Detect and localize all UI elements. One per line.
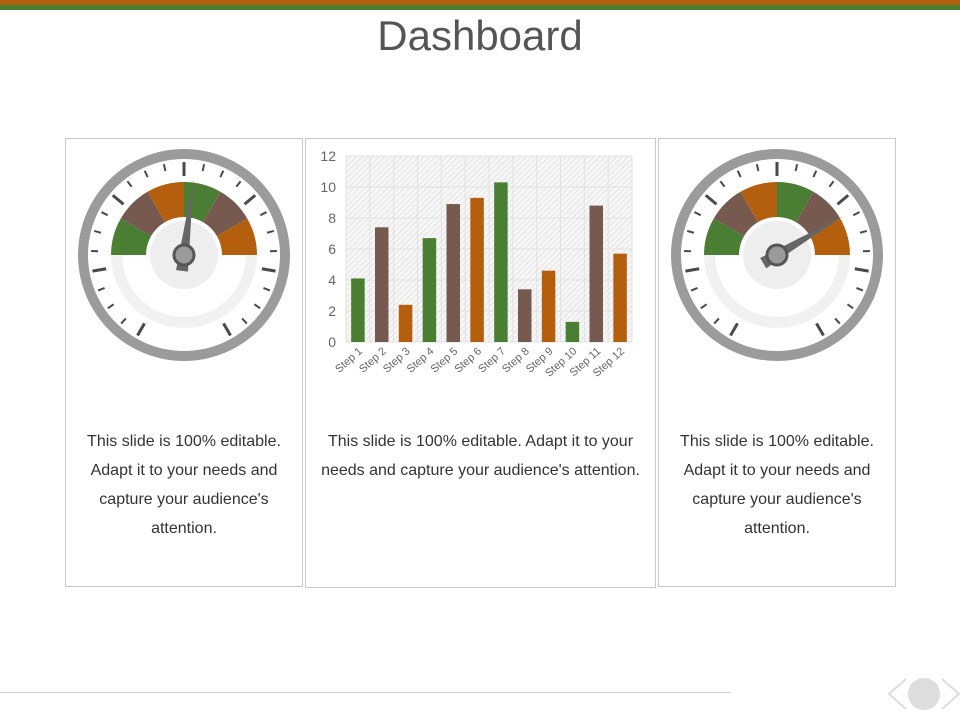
gauge-tick	[828, 180, 835, 188]
y-tick-label: 0	[328, 334, 336, 350]
gauge-tick	[253, 303, 261, 310]
gauge-segment	[184, 182, 221, 223]
gauge-segment	[111, 218, 152, 255]
gauge-segment	[777, 182, 814, 223]
gauge-tick	[93, 229, 102, 234]
nav-circle	[908, 678, 940, 710]
gauge-segment	[203, 191, 248, 236]
y-tick-label: 10	[320, 179, 336, 195]
gauge-pivot	[765, 243, 789, 267]
page-title: Dashboard	[377, 12, 583, 59]
gauge-tick	[97, 286, 105, 292]
y-tick-label: 12	[320, 148, 336, 164]
gauge-segment	[704, 218, 745, 255]
right-gauge-panel: This slide is 100% editable. Adapt it to…	[658, 138, 896, 587]
bar	[351, 278, 365, 342]
y-tick-label: 8	[328, 210, 336, 226]
gauge-tick	[263, 286, 271, 292]
gauge-tick	[794, 163, 799, 172]
gauge-tick	[686, 229, 695, 234]
gauge-tick	[235, 180, 242, 188]
gauge-tick	[219, 170, 225, 178]
gauge-tick	[815, 322, 825, 337]
gauge-pivot	[172, 243, 196, 267]
bar	[375, 227, 389, 342]
chevron-left-icon[interactable]	[887, 678, 907, 710]
gauge-segment	[713, 191, 758, 236]
gauge-tick	[736, 170, 742, 178]
gauge-tick	[836, 194, 850, 206]
gauge-tick	[120, 317, 127, 325]
gauge-tick	[92, 267, 107, 273]
left-gauge	[78, 149, 290, 361]
chevron-right-icon[interactable]	[941, 678, 960, 710]
gauge-tick	[719, 180, 726, 188]
right-panel-caption: This slide is 100% editable. Adapt it to…	[680, 433, 874, 537]
y-tick-label: 4	[328, 272, 336, 288]
top-accent-green	[0, 5, 960, 10]
top-accent-orange	[0, 0, 960, 5]
bar	[446, 204, 460, 342]
gauge-tick	[126, 180, 133, 188]
gauge-tick	[241, 317, 248, 325]
gauge-tick	[856, 286, 864, 292]
left-panel-caption: This slide is 100% editable. Adapt it to…	[87, 433, 281, 537]
y-tick-label: 6	[328, 241, 336, 257]
bar	[398, 304, 413, 342]
gauge-tick	[834, 317, 841, 325]
left-gauge-panel: This slide is 100% editable. Adapt it to…	[65, 138, 303, 587]
gauge-tick	[700, 303, 708, 310]
y-tick-label: 2	[328, 303, 336, 319]
bar	[613, 253, 627, 342]
gauge-tick	[812, 170, 818, 178]
gauge-tick	[685, 267, 700, 273]
gauge-tick	[222, 322, 232, 337]
gauge-segment	[147, 182, 184, 223]
gauge-tick	[690, 286, 698, 292]
circle-nav-icon[interactable]	[884, 672, 960, 716]
gauge-tick	[266, 229, 275, 234]
bar	[589, 205, 603, 342]
gauge-tick	[162, 163, 167, 172]
bar	[541, 270, 556, 342]
gauge-tick	[729, 322, 739, 337]
gauge-segment	[796, 191, 841, 236]
gauge-tick	[755, 163, 760, 172]
gauge-tick	[694, 211, 702, 217]
gauge-tick	[201, 163, 206, 172]
gauge-tick	[107, 303, 115, 310]
gauge-tick	[846, 303, 854, 310]
gauge-segment	[809, 218, 850, 255]
gauge-tick	[852, 211, 860, 217]
gauge-tick	[259, 211, 267, 217]
right-gauge	[671, 149, 883, 361]
gauge-segment	[120, 191, 165, 236]
gauge-tick	[143, 170, 149, 178]
gauge-tick	[704, 194, 718, 206]
gauge-tick	[854, 267, 869, 273]
gauge-tick	[111, 194, 125, 206]
footer-divider	[0, 692, 730, 693]
gauge-tick	[261, 267, 276, 273]
gauge-tick	[713, 317, 720, 325]
gauge-tick	[243, 194, 257, 206]
chart-panel-caption: This slide is 100% editable. Adapt it to…	[321, 433, 640, 479]
gauge-tick	[136, 322, 146, 337]
gauge-tick	[859, 229, 868, 234]
gauge-segment	[216, 218, 257, 255]
bar	[565, 321, 580, 342]
bar	[518, 289, 532, 342]
bar	[494, 182, 508, 342]
gauge-segment	[740, 182, 777, 223]
gauge-tick	[101, 211, 109, 217]
bar	[422, 238, 437, 342]
bar	[470, 197, 484, 342]
